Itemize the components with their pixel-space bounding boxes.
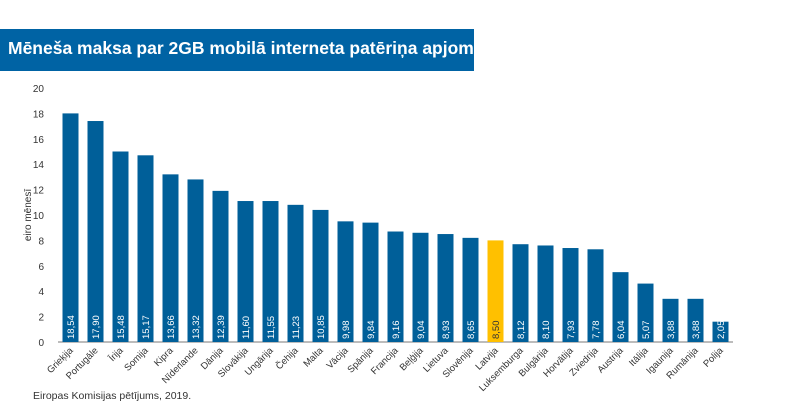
bar (512, 244, 529, 342)
bar (187, 179, 204, 342)
value-label: 11,23 (291, 316, 302, 339)
chart-title: Mēneša maksa par 2GB mobilā interneta pa… (8, 38, 573, 58)
category-label: Austrija (595, 345, 626, 376)
bar (337, 221, 354, 342)
bar (212, 190, 229, 342)
bar (562, 248, 579, 342)
bar (162, 174, 179, 342)
value-label: 7,78 (591, 321, 602, 340)
y-tick-label: 2 (38, 313, 44, 324)
bar (312, 209, 329, 342)
y-tick-label: 6 (38, 262, 44, 273)
y-tick-label: 18 (33, 109, 45, 120)
value-label: 18,54 (66, 315, 77, 339)
value-label: 8,65 (466, 321, 477, 340)
value-label: 15,17 (141, 315, 152, 339)
source-note: Eiropas Komisijas pētījums, 2019. (33, 390, 192, 402)
category-label: Čehija (274, 345, 301, 372)
value-label: 9,16 (391, 321, 402, 340)
y-tick-label: 10 (33, 211, 45, 222)
value-label: 8,93 (441, 321, 452, 340)
y-tick-label: 20 (33, 84, 45, 95)
bar (612, 272, 629, 342)
bar (287, 204, 304, 342)
bar (662, 298, 679, 342)
y-tick-label: 4 (38, 287, 44, 298)
bar (687, 298, 704, 342)
bar (587, 249, 604, 342)
y-tick-label: 8 (38, 236, 44, 247)
value-label: 13,32 (191, 315, 202, 339)
value-label: 8,12 (516, 321, 527, 340)
value-label: 12,39 (216, 315, 227, 339)
bar (262, 201, 279, 342)
y-axis-label: eiro mēnesī (23, 189, 34, 241)
value-label: 9,98 (341, 321, 352, 340)
value-label: 11,60 (241, 316, 252, 339)
bar (637, 283, 654, 342)
bar (137, 155, 154, 342)
category-label: Francija (369, 345, 401, 377)
value-label: 9,04 (416, 321, 427, 340)
bar (237, 201, 254, 342)
title-band: Mēneša maksa par 2GB mobilā interneta pa… (0, 29, 572, 71)
bar (412, 232, 429, 342)
value-label: 2,05 (716, 321, 727, 340)
value-label: 11,55 (266, 316, 277, 339)
category-label: Polija (701, 345, 726, 370)
bar (62, 113, 79, 343)
category-label: Malta (301, 345, 326, 370)
y-tick-label: 0 (38, 338, 44, 349)
value-label: 3,88 (691, 321, 702, 340)
value-label: 10,85 (316, 315, 327, 339)
bar (437, 234, 454, 342)
value-label: 15,48 (116, 315, 127, 339)
bar (112, 151, 129, 342)
category-label: Somija (122, 345, 151, 374)
value-label: 8,50 (491, 321, 502, 340)
bar (87, 121, 104, 343)
category-label: Zviedrija (567, 345, 601, 379)
category-label: Ungārija (243, 345, 276, 378)
value-label: 9,84 (366, 321, 377, 340)
bar (362, 222, 379, 342)
value-label: 17,90 (91, 315, 102, 339)
bar (462, 237, 479, 342)
value-label: 7,93 (566, 321, 577, 340)
category-label: Īrija (107, 345, 126, 364)
value-label: 13,66 (166, 315, 177, 339)
value-label: 6,04 (616, 321, 627, 340)
value-label: 3,88 (666, 321, 677, 340)
bar (537, 245, 554, 342)
value-label: 8,10 (541, 321, 552, 340)
bar (487, 240, 504, 342)
y-tick-label: 12 (33, 186, 45, 197)
y-tick-label: 16 (33, 135, 45, 146)
bar (712, 321, 729, 342)
y-tick-label: 14 (33, 160, 45, 171)
bar (387, 231, 404, 342)
value-label: 5,07 (641, 321, 652, 340)
